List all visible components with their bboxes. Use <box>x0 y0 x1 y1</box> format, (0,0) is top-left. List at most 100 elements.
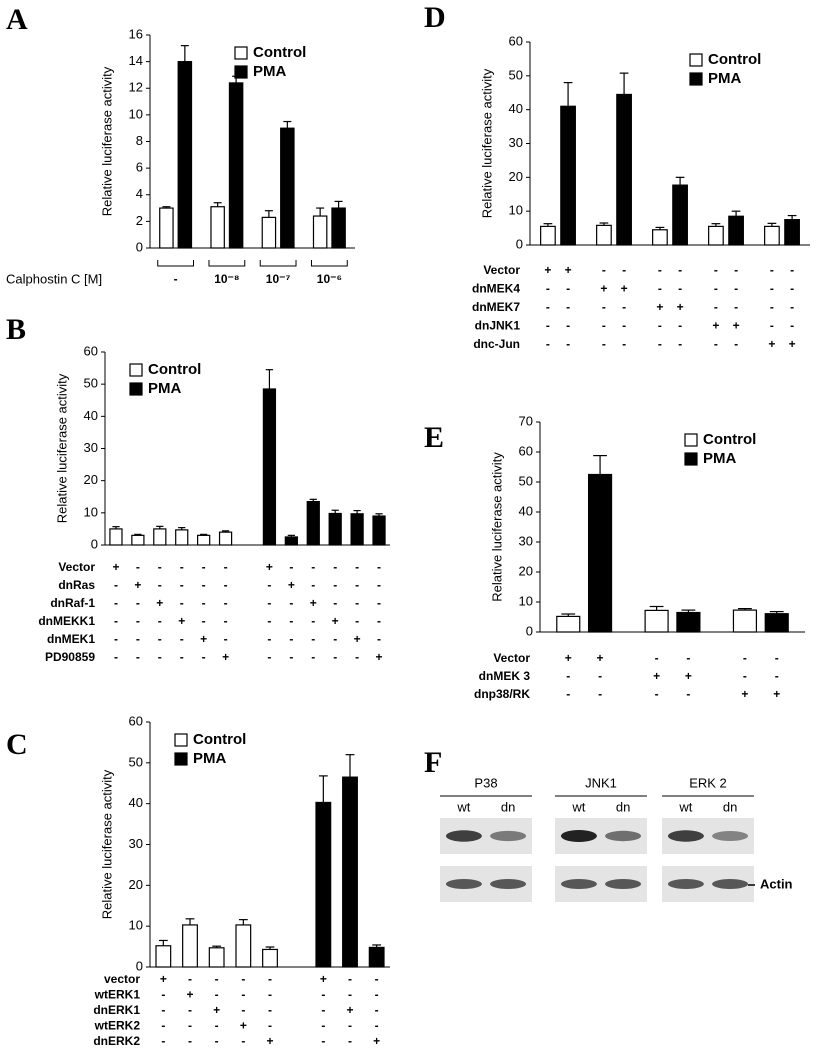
treatment-sign: - <box>658 282 662 296</box>
actin-band <box>667 879 704 889</box>
treatment-sign: - <box>136 650 140 664</box>
treatment-sign: + <box>544 263 551 277</box>
bar <box>368 946 385 968</box>
treatment-sign: + <box>677 300 684 314</box>
legend-swatch <box>174 733 188 747</box>
treatment-sign: - <box>658 263 662 277</box>
treatment-sign: + <box>600 282 607 296</box>
treatment-sign: - <box>180 560 184 574</box>
treatment-sign: + <box>266 1034 273 1048</box>
treatment-sign: - <box>655 651 659 665</box>
treatment-sign: - <box>311 650 315 664</box>
bar <box>262 948 278 968</box>
treatment-sign: - <box>241 988 245 1002</box>
legend-label: Control <box>703 431 756 448</box>
treatment-sign: + <box>346 1003 353 1017</box>
treatment-sign: - <box>348 988 352 1002</box>
blot-band <box>605 830 642 842</box>
bar <box>197 534 211 546</box>
legend-swatch <box>129 382 143 396</box>
y-tick-label: 60 <box>129 713 143 728</box>
treatment-sign: - <box>686 651 690 665</box>
legend-label: Control <box>253 44 306 61</box>
treatment-sign: - <box>658 319 662 333</box>
treatment-sign: - <box>267 632 271 646</box>
treatment-sign: - <box>678 282 682 296</box>
treatment-sign: + <box>213 1003 220 1017</box>
treatment-sign: - <box>267 650 271 664</box>
bar <box>153 528 167 546</box>
treatment-sign: - <box>321 988 325 1002</box>
treatment-sign: + <box>685 669 692 683</box>
treatment-sign: - <box>202 560 206 574</box>
treatment-sign: - <box>114 632 118 646</box>
treatment-label: dnRas <box>58 578 95 592</box>
treatment-sign: - <box>714 263 718 277</box>
treatment-sign: - <box>622 319 626 333</box>
treatment-sign: - <box>289 614 293 628</box>
bar <box>708 225 724 246</box>
treatment-sign: + <box>373 1034 380 1048</box>
treatment-label: dnMEK 3 <box>479 669 531 683</box>
treatment-sign: - <box>714 337 718 351</box>
treatment-sign: - <box>790 263 794 277</box>
bar <box>312 215 328 249</box>
treatment-sign: - <box>311 560 315 574</box>
treatment-sign: + <box>156 596 163 610</box>
treatment-sign: - <box>598 687 602 701</box>
treatment-sign: - <box>355 578 359 592</box>
bar <box>280 127 295 249</box>
treatment-sign: + <box>656 300 663 314</box>
treatment-sign: + <box>354 632 361 646</box>
y-tick-label: 70 <box>519 413 533 428</box>
treatment-sign: - <box>114 650 118 664</box>
treatment-sign: - <box>180 596 184 610</box>
y-tick-label: 60 <box>519 443 533 458</box>
y-tick-label: 4 <box>136 186 143 201</box>
bar <box>228 82 244 249</box>
treatment-sign: - <box>377 632 381 646</box>
treatment-sign: + <box>186 988 193 1002</box>
treatment-sign: - <box>161 988 165 1002</box>
legend-swatch <box>129 363 143 377</box>
treatment-sign: - <box>566 300 570 314</box>
legend-label: Control <box>193 731 246 748</box>
actin-band <box>560 879 597 889</box>
panel-letter: C <box>6 728 28 761</box>
y-tick-label: 30 <box>129 836 143 851</box>
treatment-sign: - <box>202 578 206 592</box>
treatment-sign: + <box>240 1019 247 1033</box>
treatment-sign: + <box>200 632 207 646</box>
y-tick-label: 50 <box>519 473 533 488</box>
treatment-sign: + <box>320 972 327 986</box>
treatment-sign: - <box>267 596 271 610</box>
legend-label: Control <box>708 51 761 68</box>
bar <box>652 229 668 246</box>
treatment-sign: - <box>775 651 779 665</box>
treatment-sign: - <box>377 614 381 628</box>
treatment-sign: - <box>770 300 774 314</box>
treatment-sign: - <box>714 282 718 296</box>
treatment-label: dnRaf-1 <box>50 596 95 610</box>
y-tick-label: 10 <box>84 504 98 519</box>
treatment-sign: - <box>136 596 140 610</box>
treatment-sign: - <box>241 1034 245 1048</box>
treatment-sign: - <box>215 988 219 1002</box>
panel-letter: A <box>6 3 28 36</box>
treatment-label: Vector <box>58 560 95 574</box>
treatment-sign: - <box>375 1003 379 1017</box>
legend-swatch <box>234 65 248 79</box>
legend-label: PMA <box>253 63 287 80</box>
treatment-sign: + <box>266 560 273 574</box>
treatment-sign: - <box>161 1003 165 1017</box>
treatment-sign: - <box>658 337 662 351</box>
treatment-sign: - <box>215 1019 219 1033</box>
y-tick-label: 20 <box>129 877 143 892</box>
treatment-sign: - <box>114 614 118 628</box>
treatment-sign: + <box>653 669 660 683</box>
category-label: 10⁻⁸ <box>214 272 239 286</box>
treatment-sign: - <box>602 319 606 333</box>
treatment-sign: - <box>161 1034 165 1048</box>
treatment-sign: + <box>160 972 167 986</box>
